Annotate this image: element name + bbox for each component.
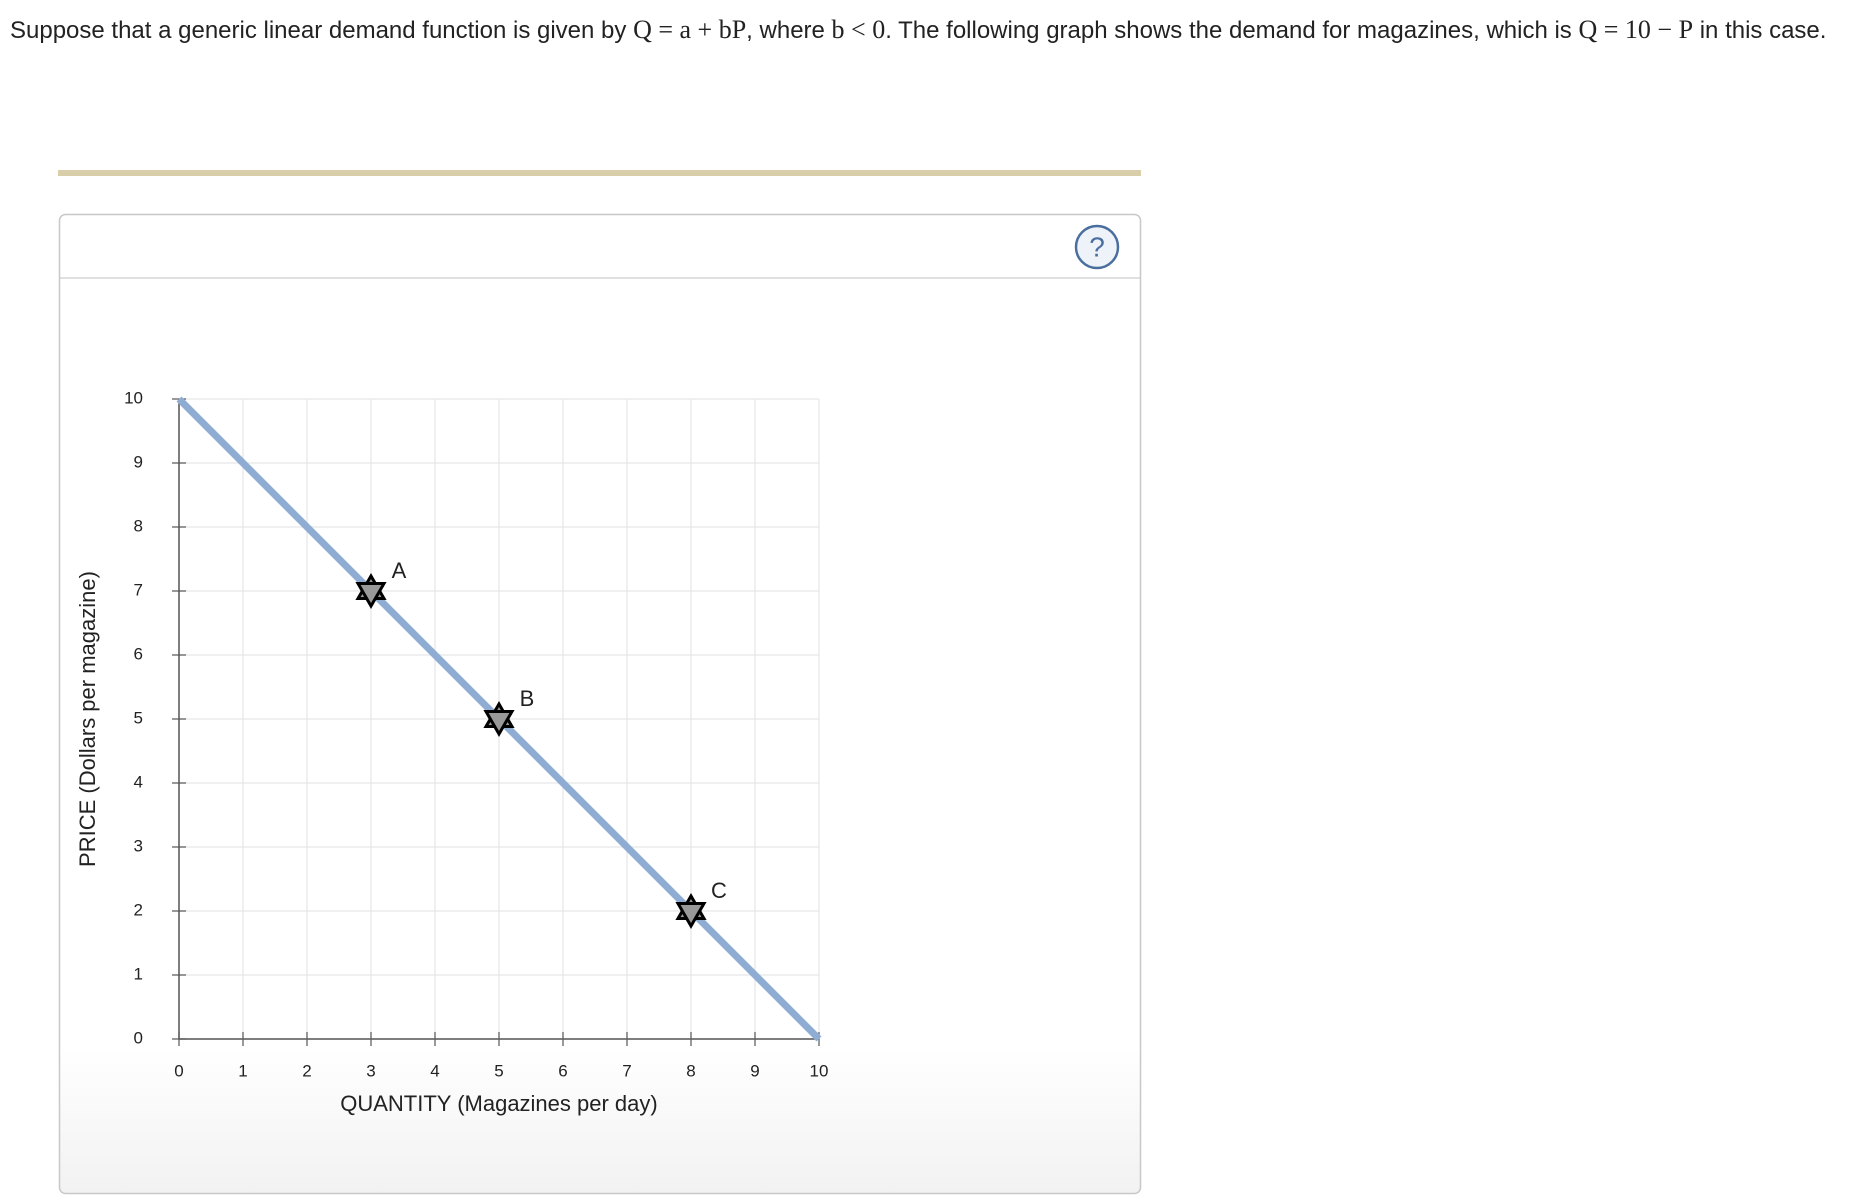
star-triangle [483,710,515,737]
x-tick-label: 0 [174,1061,183,1080]
x-tick-label: 7 [622,1061,631,1080]
intro-math: Q = a + bP [633,15,747,44]
x-tick-label: 6 [558,1061,567,1080]
point-label: B [520,686,535,711]
y-tick-label: 7 [134,580,143,599]
point-marker [675,892,707,930]
intro-text: . The following graph shows the demand f… [885,17,1579,44]
x-tick-label: 10 [810,1061,829,1080]
y-tick-label: 4 [134,772,143,791]
intro-text: in this case. [1693,17,1827,44]
point-label: C [711,878,727,903]
help-button[interactable] [1074,224,1120,270]
y-tick-label: 0 [134,1028,143,1047]
y-tick-label: 3 [134,836,143,855]
point-marker [355,573,387,609]
intro: Suppose that a generic linear demand fun… [10,6,1840,55]
y-tick-label: 10 [124,388,143,407]
x-axis-title: QUANTITY (Magazines per day) [340,1091,657,1116]
y-tick-label: 2 [134,900,143,919]
help-icon[interactable]: ? [1089,231,1105,262]
intro-text: Suppose that a generic linear demand fun… [10,17,634,44]
intro-math: b < 0 [831,15,886,44]
star-triangle [355,582,387,609]
y-axis-title: PRICE (Dollars per magazine) [75,571,100,867]
y-tick-label: 1 [134,964,143,983]
point-label: A [392,558,407,583]
intro-text: , where [746,17,832,44]
y-tick-label: 8 [134,516,143,535]
top-rule [58,170,1141,176]
y-tick-label: 6 [134,644,143,663]
point-marker [483,701,515,737]
x-tick-label: 9 [750,1061,759,1080]
y-tick-label: 9 [134,452,143,471]
intro-math: Q = 10 − P [1578,15,1694,44]
x-tick-label: 1 [238,1061,247,1080]
x-tick-label: 2 [302,1061,311,1080]
x-tick-label: 5 [494,1061,503,1080]
panel [58,213,1142,1195]
x-tick-label: 3 [366,1061,375,1080]
star-triangle [675,902,707,930]
x-tick-label: 4 [430,1061,439,1080]
x-tick-label: 8 [686,1061,695,1080]
y-tick-label: 5 [134,708,143,727]
